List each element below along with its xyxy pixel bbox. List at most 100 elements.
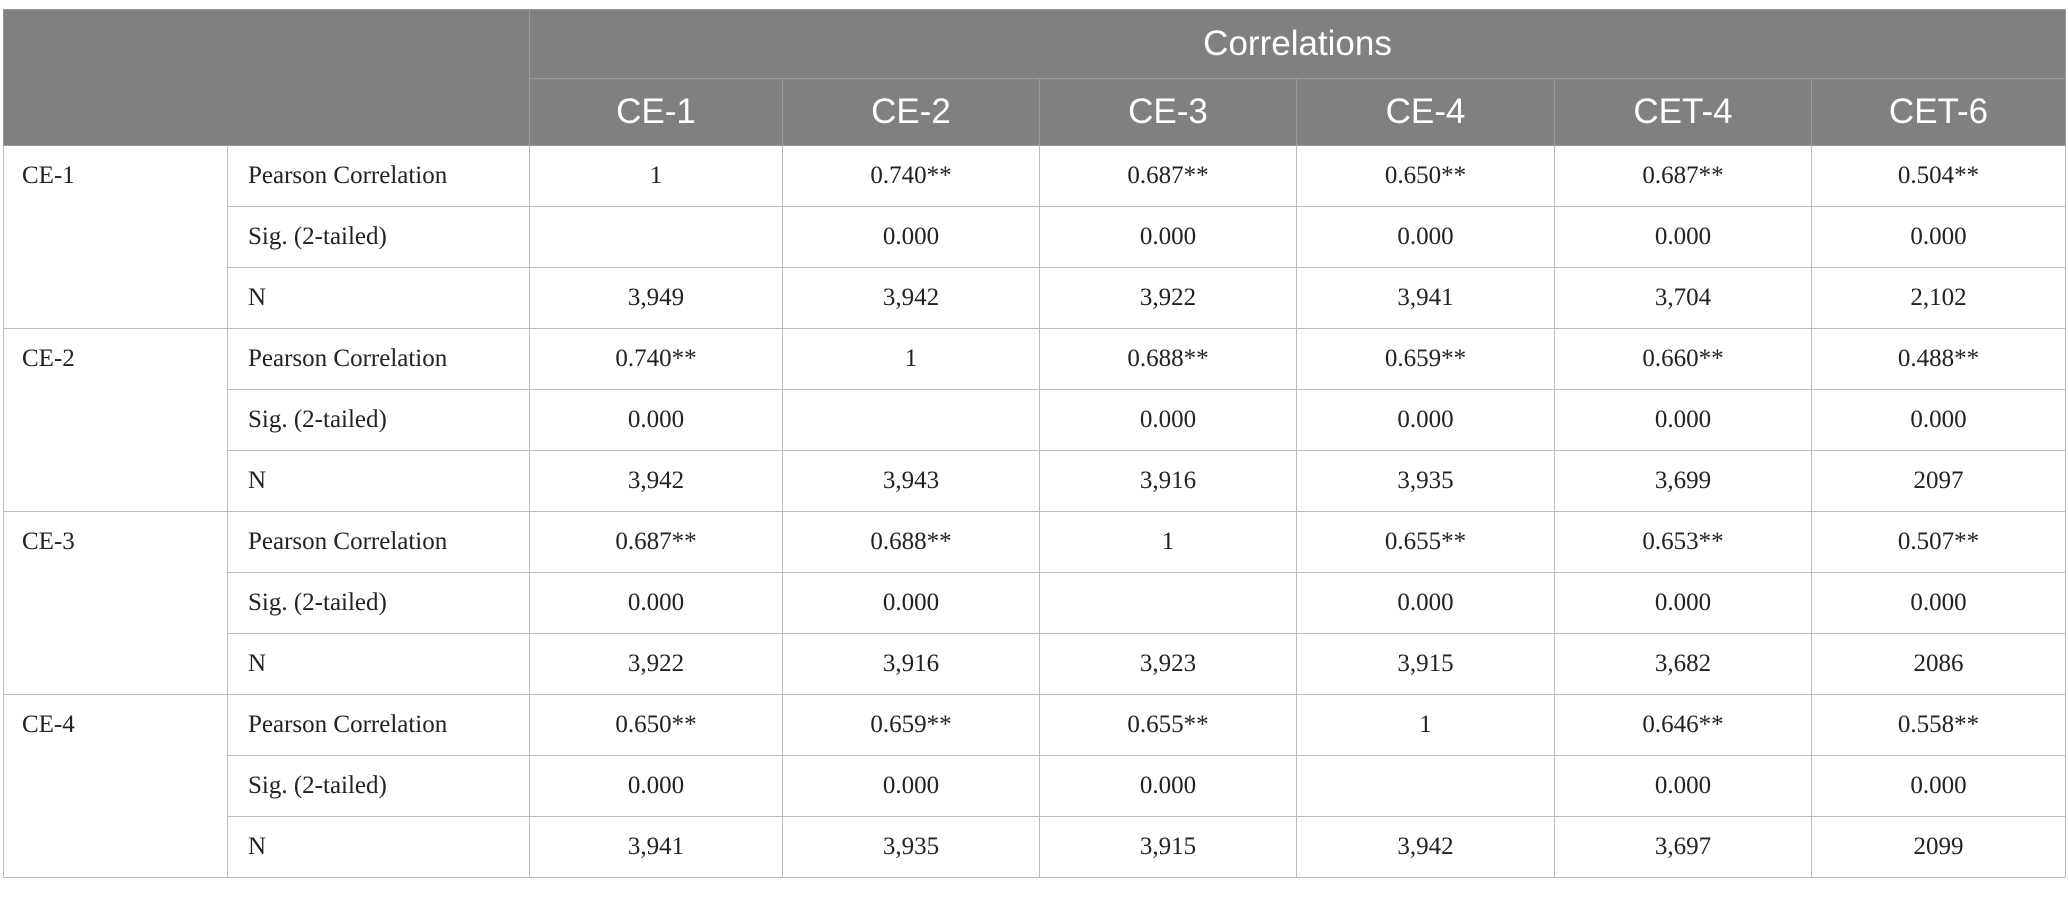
value-cell: 0.488** xyxy=(1810,328,2067,390)
statistic-label: Pearson Correlation xyxy=(227,694,530,756)
table-row: N 3,942 3,943 3,916 3,935 3,699 2097 xyxy=(4,450,2067,512)
value-cell: 3,942 xyxy=(782,267,1040,329)
value-cell: 0.000 xyxy=(1296,572,1555,634)
value-cell: 3,922 xyxy=(529,633,783,695)
value-cell: 0.000 xyxy=(782,572,1040,634)
value-cell: 0.653** xyxy=(1554,511,1812,573)
header-title: Correlations xyxy=(528,9,2067,79)
statistic-label: Sig. (2-tailed) xyxy=(227,572,530,634)
table-row: N 3,941 3,935 3,915 3,942 3,697 2099 xyxy=(4,816,2067,878)
value-cell: 0.000 xyxy=(529,755,783,817)
table-row: CE-3 Pearson Correlation 0.687** 0.688** 1 0.… xyxy=(3,511,2067,695)
value-cell: 0.000 xyxy=(1810,755,2067,817)
empty-cell xyxy=(1296,755,1555,817)
value-cell: 0.000 xyxy=(782,206,1040,268)
value-cell: 0.740** xyxy=(782,145,1040,207)
column-header: CE-3 xyxy=(1039,78,1297,146)
value-cell: 0.000 xyxy=(1554,206,1812,268)
statistic-label: Sig. (2-tailed) xyxy=(227,389,530,451)
group-label: CE-4 xyxy=(3,694,228,878)
empty-cell xyxy=(782,389,1040,451)
value-cell: 0.000 xyxy=(1039,755,1297,817)
value-cell: 3,949 xyxy=(529,267,783,329)
value-cell: 3,941 xyxy=(529,816,783,878)
value-cell: 3,923 xyxy=(1039,633,1297,695)
value-cell: 0.000 xyxy=(1296,206,1555,268)
column-header: CET-6 xyxy=(1810,78,2067,146)
value-cell: 0.000 xyxy=(529,389,783,451)
statistic-label: N xyxy=(227,633,530,695)
value-cell: 0.687** xyxy=(529,511,783,573)
value-cell: 3,915 xyxy=(1039,816,1297,878)
empty-cell xyxy=(529,206,783,268)
value-cell: 0.000 xyxy=(529,572,783,634)
table-row: Sig. (2-tailed) 0.000 0.000 0.000 0.000 0.000 xyxy=(4,755,2067,817)
statistic-label: Sig. (2-tailed) xyxy=(227,206,530,268)
value-cell: 3,942 xyxy=(529,450,783,512)
value-cell: 0.000 xyxy=(1039,206,1297,268)
value-cell: 3,941 xyxy=(1296,267,1555,329)
table-row: CE-4 Pearson Correlation 0.650** 0.659** 0.6… xyxy=(3,694,2067,878)
value-cell: 2099 xyxy=(1810,816,2067,878)
value-cell: 0.646** xyxy=(1554,694,1812,756)
value-cell: 0.000 xyxy=(1810,389,2067,451)
value-cell: 0.000 xyxy=(1554,389,1812,451)
value-cell: 0.650** xyxy=(529,694,783,756)
value-cell: 3,699 xyxy=(1554,450,1812,512)
value-cell: 3,935 xyxy=(1296,450,1555,512)
statistic-label: N xyxy=(227,267,530,329)
value-cell: 0.688** xyxy=(782,511,1040,573)
value-cell: 0.000 xyxy=(1554,572,1812,634)
value-cell: 3,943 xyxy=(782,450,1040,512)
statistic-label: N xyxy=(227,816,530,878)
group-label: CE-2 xyxy=(3,328,228,512)
value-cell: 3,922 xyxy=(1039,267,1297,329)
value-cell: 0.000 xyxy=(1554,755,1812,817)
value-cell: 0.687** xyxy=(1554,145,1812,207)
value-cell: 1 xyxy=(782,328,1040,390)
table-row: N 3,949 3,942 3,922 3,941 3,704 2,102 xyxy=(4,267,2067,329)
value-cell: 0.558** xyxy=(1810,694,2067,756)
value-cell: 3,935 xyxy=(782,816,1040,878)
column-header: CE-2 xyxy=(782,78,1040,146)
value-cell: 3,915 xyxy=(1296,633,1555,695)
table-row: CE-1 Pearson Correlation 1 0.740** 0.687** 0.… xyxy=(3,145,2067,329)
statistic-label: Sig. (2-tailed) xyxy=(227,755,530,817)
value-cell: 2,102 xyxy=(1810,267,2067,329)
group-label: CE-3 xyxy=(3,511,228,695)
empty-cell xyxy=(1039,572,1297,634)
statistic-label: Pearson Correlation xyxy=(227,328,530,390)
table-row: Sig. (2-tailed) 0.000 0.000 0.000 0.000 0.000 xyxy=(4,389,2067,451)
table-row: Sig. (2-tailed) 0.000 0.000 0.000 0.000 0.000 xyxy=(4,206,2067,268)
value-cell: 0.000 xyxy=(782,755,1040,817)
value-cell: 0.655** xyxy=(1039,694,1297,756)
value-cell: 3,697 xyxy=(1554,816,1812,878)
value-cell: 0.507** xyxy=(1810,511,2067,573)
value-cell: 1 xyxy=(529,145,783,207)
value-cell: 3,916 xyxy=(782,633,1040,695)
value-cell: 0.659** xyxy=(1296,328,1555,390)
value-cell: 0.000 xyxy=(1810,572,2067,634)
table-row: CE-2 Pearson Correlation 0.740** 1 0.688** 0.… xyxy=(3,328,2067,512)
correlation-table: Correlations CE-1 CE-2 CE-3 CE-4 CET-4 CET-6 … xyxy=(3,9,2067,878)
value-cell: 0.655** xyxy=(1296,511,1555,573)
value-cell: 0.659** xyxy=(782,694,1040,756)
value-cell: 2086 xyxy=(1810,633,2067,695)
value-cell: 3,704 xyxy=(1554,267,1812,329)
value-cell: 0.000 xyxy=(1296,389,1555,451)
value-cell: 0.660** xyxy=(1554,328,1812,390)
value-cell: 3,682 xyxy=(1554,633,1812,695)
statistic-label: Pearson Correlation xyxy=(227,145,530,207)
value-cell: 1 xyxy=(1039,511,1297,573)
value-cell: 0.504** xyxy=(1810,145,2067,207)
statistic-label: N xyxy=(227,450,530,512)
column-header: CE-4 xyxy=(1296,78,1555,146)
value-cell: 1 xyxy=(1296,694,1555,756)
value-cell: 3,942 xyxy=(1296,816,1555,878)
value-cell: 0.650** xyxy=(1296,145,1555,207)
column-header: CET-4 xyxy=(1554,78,1812,146)
value-cell: 0.740** xyxy=(529,328,783,390)
value-cell: 0.687** xyxy=(1039,145,1297,207)
statistic-label: Pearson Correlation xyxy=(227,511,530,573)
